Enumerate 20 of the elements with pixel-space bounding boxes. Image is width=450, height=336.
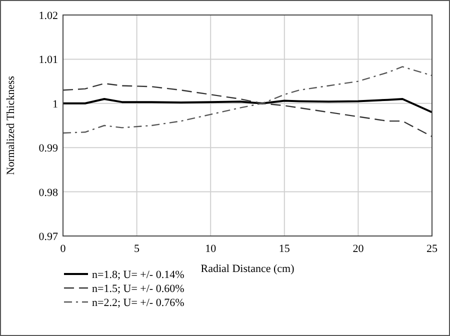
legend-label: n=2.2; U= +/- 0.76% [92,297,184,309]
legend-label: n=1.5; U= +/- 0.60% [92,283,184,295]
x-tick-label: 10 [205,243,217,255]
x-axis-title: Radial Distance (cm) [200,263,295,275]
y-tick-label: 0.99 [38,142,58,155]
y-tick-label: 1.01 [38,54,58,66]
line-series [62,98,433,114]
line-series [62,82,433,138]
x-tick-label: 20 [352,243,364,255]
x-tick-label: 5 [134,243,140,255]
x-tick-label: 15 [278,243,290,255]
x-tick-label: 25 [426,243,438,255]
line-series [62,66,433,134]
x-tick-label: 0 [60,243,66,255]
y-tick-label: 1 [52,98,58,110]
y-axis-title: Normalized Thickness [5,76,17,176]
y-tick-label: 0.98 [38,186,58,199]
y-tick-label: 0.97 [38,231,58,243]
y-tick-label: 1.02 [38,10,58,22]
legend-label: n=1.8; U= +/- 0.14% [92,269,184,281]
